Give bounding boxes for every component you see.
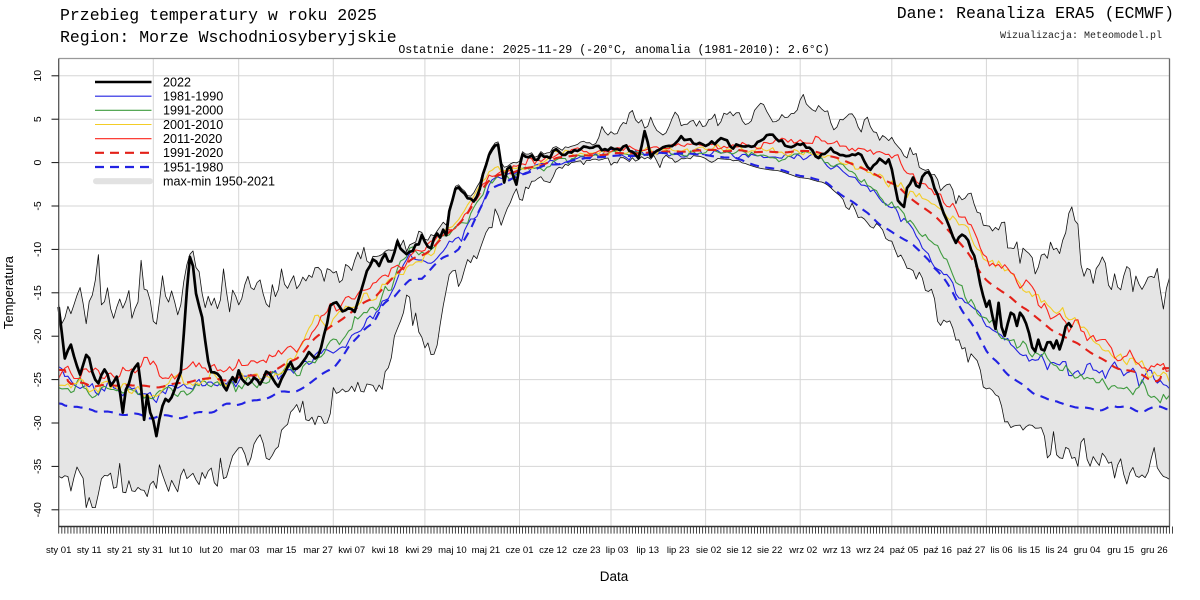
svg-text:2011-2020: 2011-2020 <box>163 132 222 146</box>
svg-text:0: 0 <box>32 160 44 166</box>
svg-text:wrz 24: wrz 24 <box>855 545 884 556</box>
svg-text:gru 26: gru 26 <box>1141 545 1168 556</box>
svg-text:gru 04: gru 04 <box>1074 545 1101 556</box>
svg-text:sty 01: sty 01 <box>46 545 71 556</box>
svg-text:sie 12: sie 12 <box>727 545 752 556</box>
svg-text:5: 5 <box>32 116 44 122</box>
svg-text:Ostatnie dane: 2025-11-29 (-20: Ostatnie dane: 2025-11-29 (-20°C, anomal… <box>398 44 829 57</box>
svg-text:kwi 29: kwi 29 <box>405 545 432 556</box>
svg-text:-15: -15 <box>32 285 44 300</box>
svg-text:cze 01: cze 01 <box>506 545 534 556</box>
svg-text:2022: 2022 <box>163 75 191 89</box>
svg-text:lip 23: lip 23 <box>667 545 690 556</box>
svg-text:lis 06: lis 06 <box>991 545 1013 556</box>
svg-text:mar 27: mar 27 <box>303 545 333 556</box>
svg-text:lip 13: lip 13 <box>636 545 659 556</box>
svg-text:max-min 1950-2021: max-min 1950-2021 <box>163 175 275 189</box>
svg-text:wrz 02: wrz 02 <box>788 545 817 556</box>
svg-text:1981-1990: 1981-1990 <box>163 90 223 104</box>
svg-text:sty 11: sty 11 <box>77 545 102 556</box>
svg-text:Przebieg temperatury w roku 20: Przebieg temperatury w roku 2025 <box>60 6 377 25</box>
svg-text:10: 10 <box>32 70 44 82</box>
svg-text:-25: -25 <box>32 372 44 387</box>
svg-text:-20: -20 <box>32 328 44 343</box>
svg-text:lip 03: lip 03 <box>606 545 629 556</box>
svg-text:wrz 13: wrz 13 <box>822 545 851 556</box>
svg-text:sty 31: sty 31 <box>138 545 163 556</box>
svg-text:Temperatura: Temperatura <box>1 255 16 329</box>
svg-text:Wizualizacja: Meteomodel.pl: Wizualizacja: Meteomodel.pl <box>1000 30 1162 42</box>
svg-text:Dane: Reanaliza ERA5 (ECMWF): Dane: Reanaliza ERA5 (ECMWF) <box>897 4 1174 23</box>
svg-text:-35: -35 <box>32 459 44 474</box>
svg-text:mar 03: mar 03 <box>230 545 260 556</box>
svg-text:cze 12: cze 12 <box>539 545 567 556</box>
svg-text:lis 15: lis 15 <box>1018 545 1040 556</box>
svg-text:gru 15: gru 15 <box>1107 545 1134 556</box>
svg-text:lut 20: lut 20 <box>200 545 223 556</box>
svg-text:-40: -40 <box>32 502 44 517</box>
svg-text:paź 16: paź 16 <box>923 545 952 556</box>
svg-text:sie 22: sie 22 <box>757 545 782 556</box>
svg-text:-10: -10 <box>32 242 44 257</box>
svg-text:2001-2010: 2001-2010 <box>163 118 223 132</box>
svg-text:lis 24: lis 24 <box>1046 545 1068 556</box>
svg-text:-30: -30 <box>32 415 44 430</box>
svg-text:cze 23: cze 23 <box>573 545 601 556</box>
svg-text:1951-1980: 1951-1980 <box>163 160 223 174</box>
svg-text:sie 02: sie 02 <box>696 545 721 556</box>
svg-text:Region: Morze Wschodniosyberyj: Region: Morze Wschodniosyberyjskie <box>60 28 397 47</box>
svg-text:paź 05: paź 05 <box>890 545 919 556</box>
svg-text:-5: -5 <box>32 201 44 210</box>
svg-text:lut 10: lut 10 <box>169 545 192 556</box>
svg-text:maj 21: maj 21 <box>472 545 501 556</box>
svg-text:1991-2000: 1991-2000 <box>163 104 223 118</box>
svg-text:kwi 07: kwi 07 <box>338 545 365 556</box>
svg-text:paź 27: paź 27 <box>957 545 986 556</box>
svg-text:mar 15: mar 15 <box>267 545 297 556</box>
svg-text:maj 10: maj 10 <box>438 545 467 556</box>
svg-text:sty 21: sty 21 <box>107 545 132 556</box>
svg-text:Data: Data <box>600 569 629 584</box>
svg-text:1991-2020: 1991-2020 <box>163 146 223 160</box>
svg-text:kwi 18: kwi 18 <box>372 545 399 556</box>
